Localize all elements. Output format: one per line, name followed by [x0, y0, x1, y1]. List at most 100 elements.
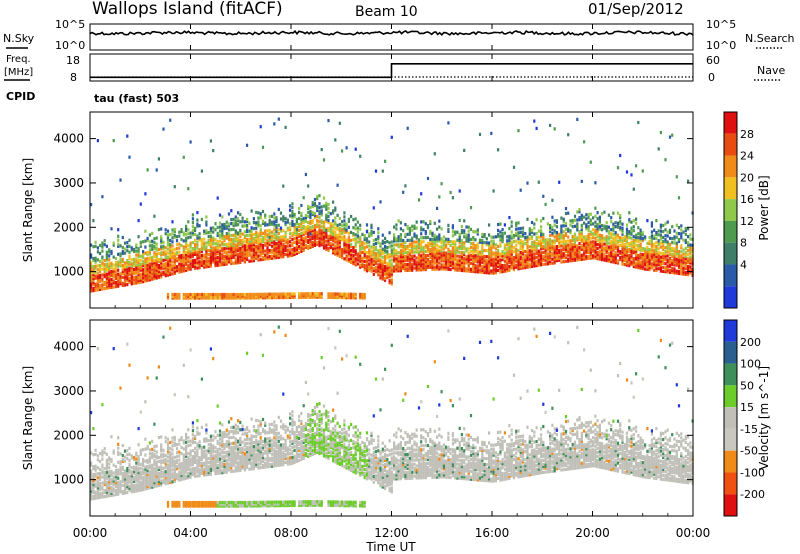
power-cell: [289, 244, 292, 248]
power-cell: [92, 269, 95, 273]
power-cell: [431, 245, 434, 249]
power-cell: [277, 237, 280, 241]
power-cell: [397, 263, 400, 267]
power-cell: [472, 259, 475, 264]
power-cell: [332, 243, 335, 247]
power-cell: [284, 234, 287, 238]
power-cell: [433, 237, 436, 241]
power-cell: [361, 264, 364, 268]
power-cell: [431, 251, 434, 255]
power-cell: [433, 241, 436, 245]
power-cell: [664, 266, 667, 270]
power-cell: [650, 254, 653, 258]
power-cell: [621, 254, 624, 258]
nave-tick-high: 60: [706, 54, 720, 67]
power-cell: [573, 214, 577, 218]
power-cell: [318, 234, 321, 238]
power-cell: [345, 248, 348, 252]
velocity-cell: [110, 477, 113, 481]
power-cell: [261, 145, 265, 149]
power-cell: [166, 251, 170, 255]
velocity-cell: [130, 480, 133, 484]
power-cell: [246, 237, 249, 242]
power-cell: [110, 279, 113, 283]
power-cell: [279, 211, 283, 215]
power-cell: [329, 244, 332, 248]
power-cell: [250, 239, 253, 243]
power-cell: [442, 255, 445, 259]
power-cell: [521, 246, 525, 250]
power-cell: [601, 238, 604, 242]
power-cell: [512, 258, 516, 262]
velocity-cell: [128, 452, 131, 456]
power-cell: [345, 294, 348, 298]
power-cell: [671, 225, 674, 229]
power-cell: [612, 254, 615, 258]
power-cell: [422, 256, 425, 260]
power-cell: [121, 283, 124, 287]
power-cell: [533, 254, 536, 258]
power-cell: [214, 260, 217, 264]
power-cell: [535, 252, 538, 256]
power-cell: [218, 233, 222, 237]
power-cell: [476, 232, 479, 236]
power-cell: [684, 270, 687, 274]
power-cell: [338, 246, 341, 250]
power-cell: [268, 292, 271, 296]
velocity-cell: [101, 471, 104, 475]
power-cell: [601, 212, 604, 216]
power-cell: [632, 229, 635, 233]
power-cell: [173, 235, 176, 239]
power-cell: [352, 262, 355, 266]
power-cell: [370, 269, 373, 273]
power-cell: [395, 239, 398, 243]
power-cell: [205, 249, 208, 253]
power-cell: [257, 234, 260, 238]
power-cell: [343, 292, 346, 296]
power-cell: [429, 253, 432, 257]
power-cell: [456, 250, 459, 254]
power-cell: [108, 258, 111, 262]
power-cell: [203, 243, 206, 247]
power-cell: [655, 260, 658, 265]
power-cell: [146, 258, 149, 263]
power-cell: [386, 268, 389, 272]
power-cell: [402, 267, 405, 271]
power-cell: [420, 248, 423, 252]
power-cell: [250, 255, 253, 259]
power-cell: [551, 241, 554, 245]
power-cell: [492, 241, 495, 245]
power-cell: [209, 296, 212, 300]
power-cell: [426, 259, 430, 264]
power-cell: [379, 244, 382, 248]
velocity-cell: [151, 447, 154, 451]
power-cell: [497, 258, 500, 262]
power-cell: [207, 243, 210, 247]
velocity-cell: [128, 462, 131, 466]
power-cell: [169, 272, 172, 277]
power-cell: [359, 253, 362, 257]
colorbar-tick-label: 12: [740, 215, 754, 228]
power-cell: [137, 271, 140, 275]
power-cell: [399, 227, 402, 231]
velocity-cell: [119, 470, 122, 474]
power-cell: [295, 235, 298, 239]
power-cell: [237, 211, 240, 215]
velocity-cell: [117, 486, 120, 490]
power-cell: [379, 250, 382, 254]
power-cell: [384, 250, 387, 254]
velocity-cell: [101, 469, 104, 473]
power-cell: [553, 255, 556, 259]
power-cell: [334, 208, 337, 212]
power-cell: [650, 240, 653, 244]
power-cell: [472, 245, 475, 250]
velocity-cell: [137, 467, 140, 471]
power-cell: [103, 283, 106, 287]
power-cell: [257, 232, 260, 236]
power-cell: [359, 255, 362, 259]
power-cell: [440, 263, 443, 267]
velocity-cell: [148, 486, 151, 490]
power-cell: [449, 267, 452, 272]
power-cell: [261, 245, 265, 249]
power-cell: [680, 264, 683, 268]
